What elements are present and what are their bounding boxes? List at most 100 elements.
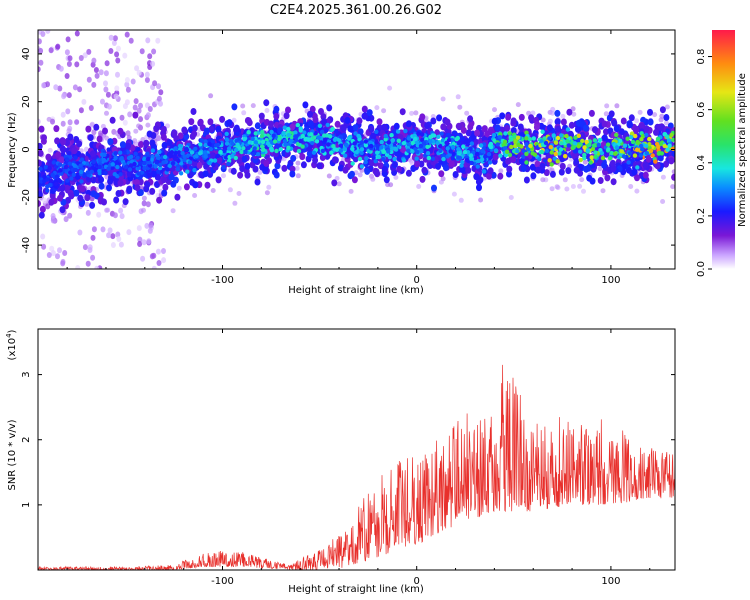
core-dot — [474, 151, 480, 157]
noise-dot — [141, 207, 146, 213]
noise-dot — [416, 184, 422, 189]
noise-dot — [604, 103, 610, 109]
core-dot — [634, 147, 640, 152]
halo-dot — [377, 162, 384, 170]
noise-dot — [430, 114, 436, 119]
core-dot — [295, 122, 300, 128]
y-tick-label: -40 — [21, 237, 32, 253]
halo-dot — [506, 165, 513, 173]
halo-dot — [254, 178, 261, 186]
halo-dot — [628, 114, 635, 122]
halo-dot — [137, 189, 144, 196]
core-dot — [553, 140, 559, 145]
halo-dot — [396, 165, 403, 173]
core-dot — [71, 172, 76, 177]
halo-dot — [54, 137, 61, 145]
core-dot — [161, 160, 166, 165]
core-dot — [369, 143, 374, 149]
noise-dot — [108, 34, 114, 41]
noise-dot — [138, 102, 143, 109]
core-dot — [327, 134, 333, 139]
halo-dot — [197, 118, 204, 126]
halo-dot — [68, 192, 75, 200]
noise-dot — [38, 47, 44, 54]
halo-dot — [424, 122, 431, 130]
noise-dot — [241, 110, 247, 116]
noise-dot — [67, 119, 73, 126]
core-dot — [342, 153, 348, 158]
halo-dot — [609, 159, 616, 167]
noise-dot — [88, 105, 94, 111]
core-dot — [194, 154, 199, 159]
halo-dot — [499, 112, 506, 120]
halo-dot — [555, 125, 562, 133]
core-dot — [431, 133, 437, 138]
noise-dot — [660, 199, 666, 204]
core-dot — [260, 139, 266, 145]
core-dot — [593, 150, 598, 155]
core-dot — [665, 147, 670, 152]
halo-dot — [366, 109, 373, 117]
core-dot — [353, 131, 358, 136]
noise-dot — [451, 191, 457, 197]
halo-dot — [233, 126, 239, 134]
core-dot — [491, 133, 497, 138]
core-dot — [48, 178, 54, 183]
core-dot — [375, 144, 380, 149]
core-dot — [521, 154, 526, 159]
halo-dot — [647, 118, 654, 126]
halo-dot — [573, 166, 580, 174]
noise-dot — [564, 186, 570, 192]
halo-dot — [119, 141, 126, 149]
halo-dot — [38, 125, 45, 133]
core-dot — [375, 150, 380, 155]
core-dot — [509, 137, 514, 142]
noise-dot — [144, 77, 150, 83]
halo-dot — [300, 161, 307, 169]
core-dot — [487, 160, 493, 165]
core-dot — [406, 148, 411, 153]
core-dot — [208, 146, 213, 152]
noise-dot — [161, 248, 166, 254]
halo-dot — [610, 178, 617, 186]
halo-dot — [117, 179, 124, 187]
halo-dot — [510, 127, 517, 134]
noise-dot — [464, 110, 470, 116]
halo-dot — [608, 146, 615, 153]
core-dot — [578, 157, 583, 163]
noise-dot — [46, 116, 52, 122]
halo-dot — [160, 133, 167, 141]
noise-dot — [96, 211, 102, 218]
halo-dot — [620, 117, 627, 125]
core-dot — [392, 156, 397, 162]
core-dot — [515, 149, 520, 154]
noise-dot — [192, 193, 198, 198]
x-tick-label: -100 — [211, 275, 234, 286]
core-dot — [324, 128, 329, 133]
core-dot — [38, 173, 42, 178]
halo-dot — [89, 201, 96, 209]
core-dot — [115, 164, 120, 170]
noise-dot — [136, 107, 142, 114]
noise-dot — [124, 81, 130, 88]
core-dot — [110, 162, 116, 167]
colorbar-tick-label: 0.8 — [696, 49, 707, 65]
halo-dot — [405, 120, 412, 128]
halo-dot — [183, 183, 190, 191]
core-dot — [401, 141, 407, 146]
halo-dot — [215, 176, 222, 184]
halo-dot — [96, 135, 103, 143]
core-dot — [187, 160, 193, 165]
core-dot — [329, 150, 334, 155]
core-dot — [618, 138, 623, 143]
noise-dot — [232, 200, 238, 206]
halo-dot — [161, 141, 168, 149]
core-dot — [576, 144, 581, 149]
noise-dot — [294, 165, 300, 171]
halo-dot — [59, 206, 66, 214]
core-dot — [559, 133, 564, 138]
core-dot — [664, 152, 669, 157]
noise-dot — [130, 78, 136, 85]
halo-dot — [586, 174, 593, 182]
noise-dot — [144, 222, 150, 229]
